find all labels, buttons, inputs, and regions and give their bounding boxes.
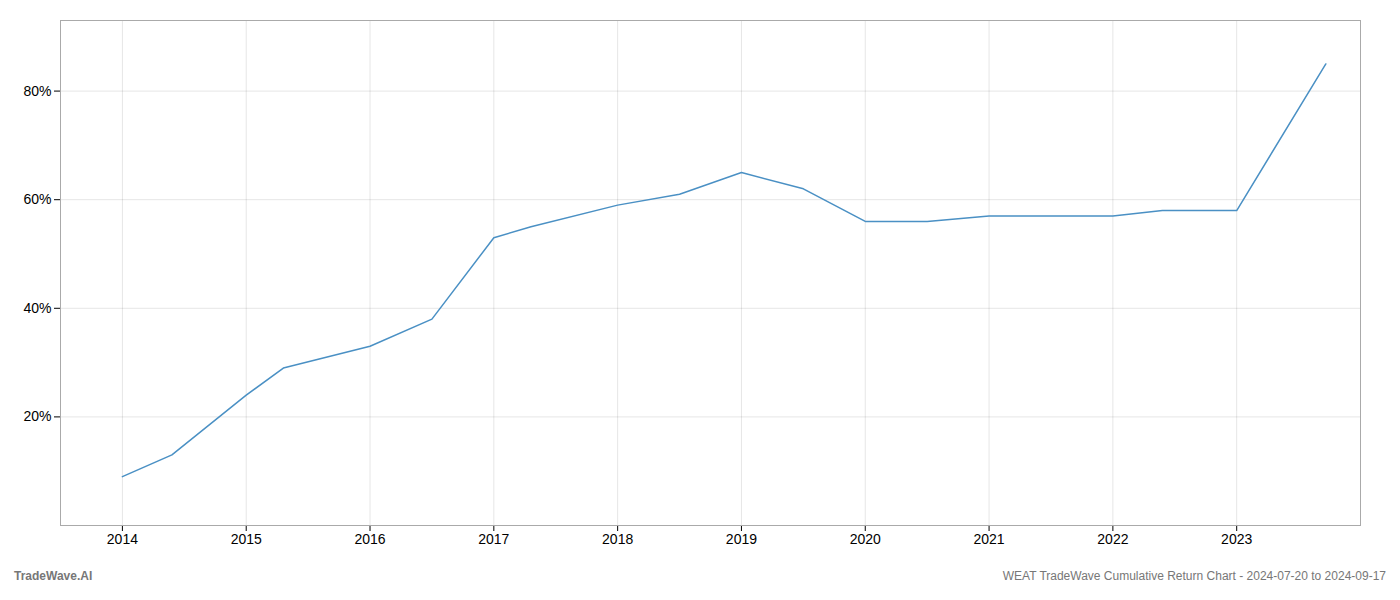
svg-text:2016: 2016 <box>354 531 385 547</box>
html-text:TradeWave.AI: TradeWave.AI <box>14 569 93 583</box>
svg-text:80%: 80% <box>23 83 51 99</box>
svg-text:2017: 2017 <box>478 531 509 547</box>
html-text:WEAT TradeWave Cumulative Retu: WEAT TradeWave Cumulative Return Chart -… <box>1002 569 1386 583</box>
svg-text:2022: 2022 <box>1097 531 1128 547</box>
svg-text:2020: 2020 <box>850 531 881 547</box>
svg-text:2019: 2019 <box>726 531 757 547</box>
svg-text:2023: 2023 <box>1221 531 1252 547</box>
svg-text:20%: 20% <box>23 408 51 424</box>
svg-text:40%: 40% <box>23 300 51 316</box>
svg-text:60%: 60% <box>23 191 51 207</box>
svg-text:2014: 2014 <box>107 531 138 547</box>
svg-text:2018: 2018 <box>602 531 633 547</box>
svg-text:2021: 2021 <box>973 531 1004 547</box>
svg-text:2015: 2015 <box>231 531 262 547</box>
